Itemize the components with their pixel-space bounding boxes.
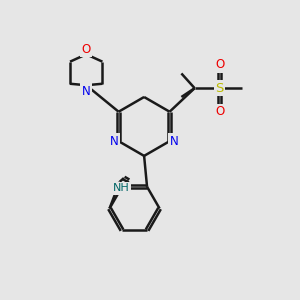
Text: N: N	[170, 135, 178, 148]
Text: O: O	[216, 105, 225, 118]
Text: O: O	[216, 58, 225, 71]
Text: S: S	[215, 82, 224, 95]
Text: O: O	[215, 105, 224, 118]
Text: S: S	[215, 82, 224, 95]
Text: NH: NH	[113, 183, 130, 193]
Text: O: O	[215, 58, 224, 71]
Text: N: N	[82, 85, 91, 98]
Text: N: N	[110, 135, 118, 148]
Text: O: O	[82, 43, 91, 56]
